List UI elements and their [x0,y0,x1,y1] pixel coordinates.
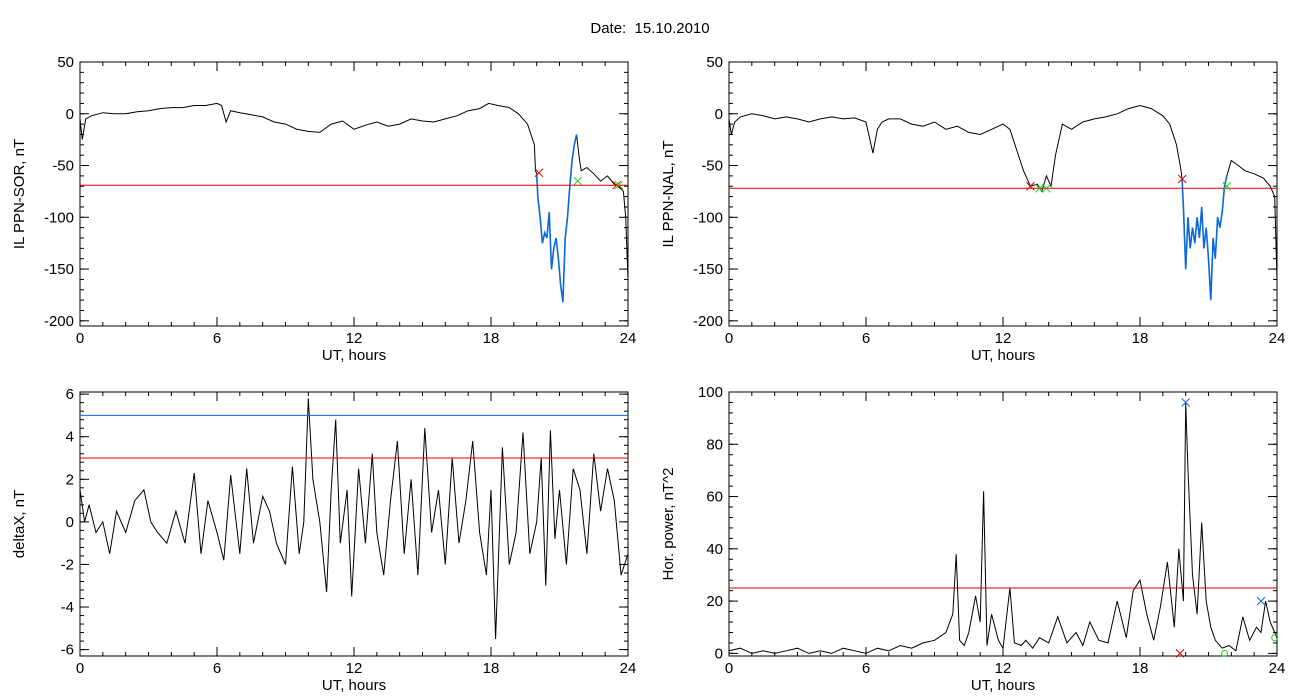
y-tick-label: 50 [57,54,74,71]
x-tick-label: 24 [620,660,637,677]
event-marker [614,180,624,190]
x-tick-label: 6 [213,660,221,677]
plot-area [80,398,628,640]
plot-frame [79,391,629,657]
y-tick-label: 0 [715,645,723,662]
y-tick-label: 20 [706,593,723,610]
y-tick-label: -2 [61,556,74,573]
y-tick-label: 100 [698,384,723,401]
x-tick-label: 24 [1269,330,1286,347]
x-tick-label: 0 [725,330,733,347]
chart-panel-4: 0 6 12 18 24 100 80 60 40 20 0 UT, hours Hor. power,… [660,384,1285,694]
y-axis-label: IL PPN-NAL, nT [660,141,677,248]
event-marker [534,168,544,178]
y-tick-label: -100 [693,209,723,226]
plot-frame [728,391,1278,657]
y-tick-label: -200 [44,313,74,330]
y-tick-label: -150 [44,261,74,278]
event-marker [1222,181,1232,191]
y-tick-label: 0 [66,106,74,123]
x-tick-label: 12 [995,660,1012,677]
x-tick-label: 24 [620,330,637,347]
figure-title: Date: 15.10.2010 [590,20,710,37]
y-axis-label: IL PPN-SOR, nT [11,139,28,249]
x-tick-label: 18 [1132,330,1149,347]
event-marker [1177,174,1187,184]
y-tick-label: -6 [61,642,74,659]
x-tick-label: 12 [346,660,363,677]
x-tick-label: 12 [346,330,363,347]
x-tick-label: 18 [1132,660,1149,677]
y-tick-label: -50 [52,158,74,175]
y-tick-label: 2 [66,471,74,488]
event-marker [1181,398,1191,407]
plot-frame [728,61,1278,327]
y-tick-label: -150 [693,261,723,278]
series-line [729,104,1277,301]
y-tick-label: 4 [66,429,74,446]
y-tick-label: 80 [706,436,723,453]
x-tick-label: 24 [1269,660,1286,677]
chart-panel-1: 0 6 12 18 24 50 0 -50 -100 -150 -200 UT, hours IL PP… [11,54,636,364]
x-tick-label: 0 [725,660,733,677]
x-axis-label: UT, hours [971,347,1035,364]
x-tick-label: 0 [76,330,84,347]
x-tick-label: 0 [76,660,84,677]
series-line [80,398,628,640]
y-tick-label: 6 [66,386,74,403]
event-marker [1035,183,1044,193]
x-tick-label: 6 [862,660,870,677]
y-tick-label: 0 [715,106,723,123]
y-tick-label: -50 [701,158,723,175]
chart-panel-2: 0 6 12 18 24 50 0 -50 -100 -150 -200 UT, hours IL PP… [660,54,1285,364]
event-marker [1256,596,1266,606]
x-tick-label: 12 [995,330,1012,347]
y-tick-label: -200 [693,313,723,330]
x-tick-label: 18 [483,660,500,677]
plot-frame [79,61,629,327]
plot-area [729,104,1277,301]
y-tick-label: 40 [706,541,723,558]
y-tick-label: 50 [706,54,723,71]
event-marker [573,176,583,186]
highlight-line [535,134,578,303]
x-axis-label: UT, hours [322,347,386,364]
plot-area [729,402,1277,654]
event-marker [1026,181,1035,191]
x-tick-label: 18 [483,330,500,347]
event-marker [1042,183,1051,193]
y-tick-label: 60 [706,489,723,506]
x-axis-label: UT, hours [322,677,386,694]
y-tick-label: 0 [66,514,74,531]
y-axis-label: Hor. power, nT^2 [660,468,677,581]
series-line [729,402,1277,654]
y-tick-label: -100 [44,209,74,226]
event-marker [1220,649,1228,657]
y-tick-label: -4 [61,599,74,616]
y-axis-label: deltaX, nT [11,490,28,558]
series-line [80,102,628,303]
x-tick-label: 6 [862,330,870,347]
chart-panel-3: 0 6 12 18 24 6 4 2 0 -2 -4 -6 UT, hours deltaX, nT [11,386,636,694]
x-tick-label: 6 [213,330,221,347]
plot-area [80,102,628,303]
event-marker [612,180,621,190]
x-axis-label: UT, hours [971,677,1035,694]
event-marker [1271,634,1279,642]
highlight-line [1181,175,1228,301]
event-marker [1175,649,1185,658]
